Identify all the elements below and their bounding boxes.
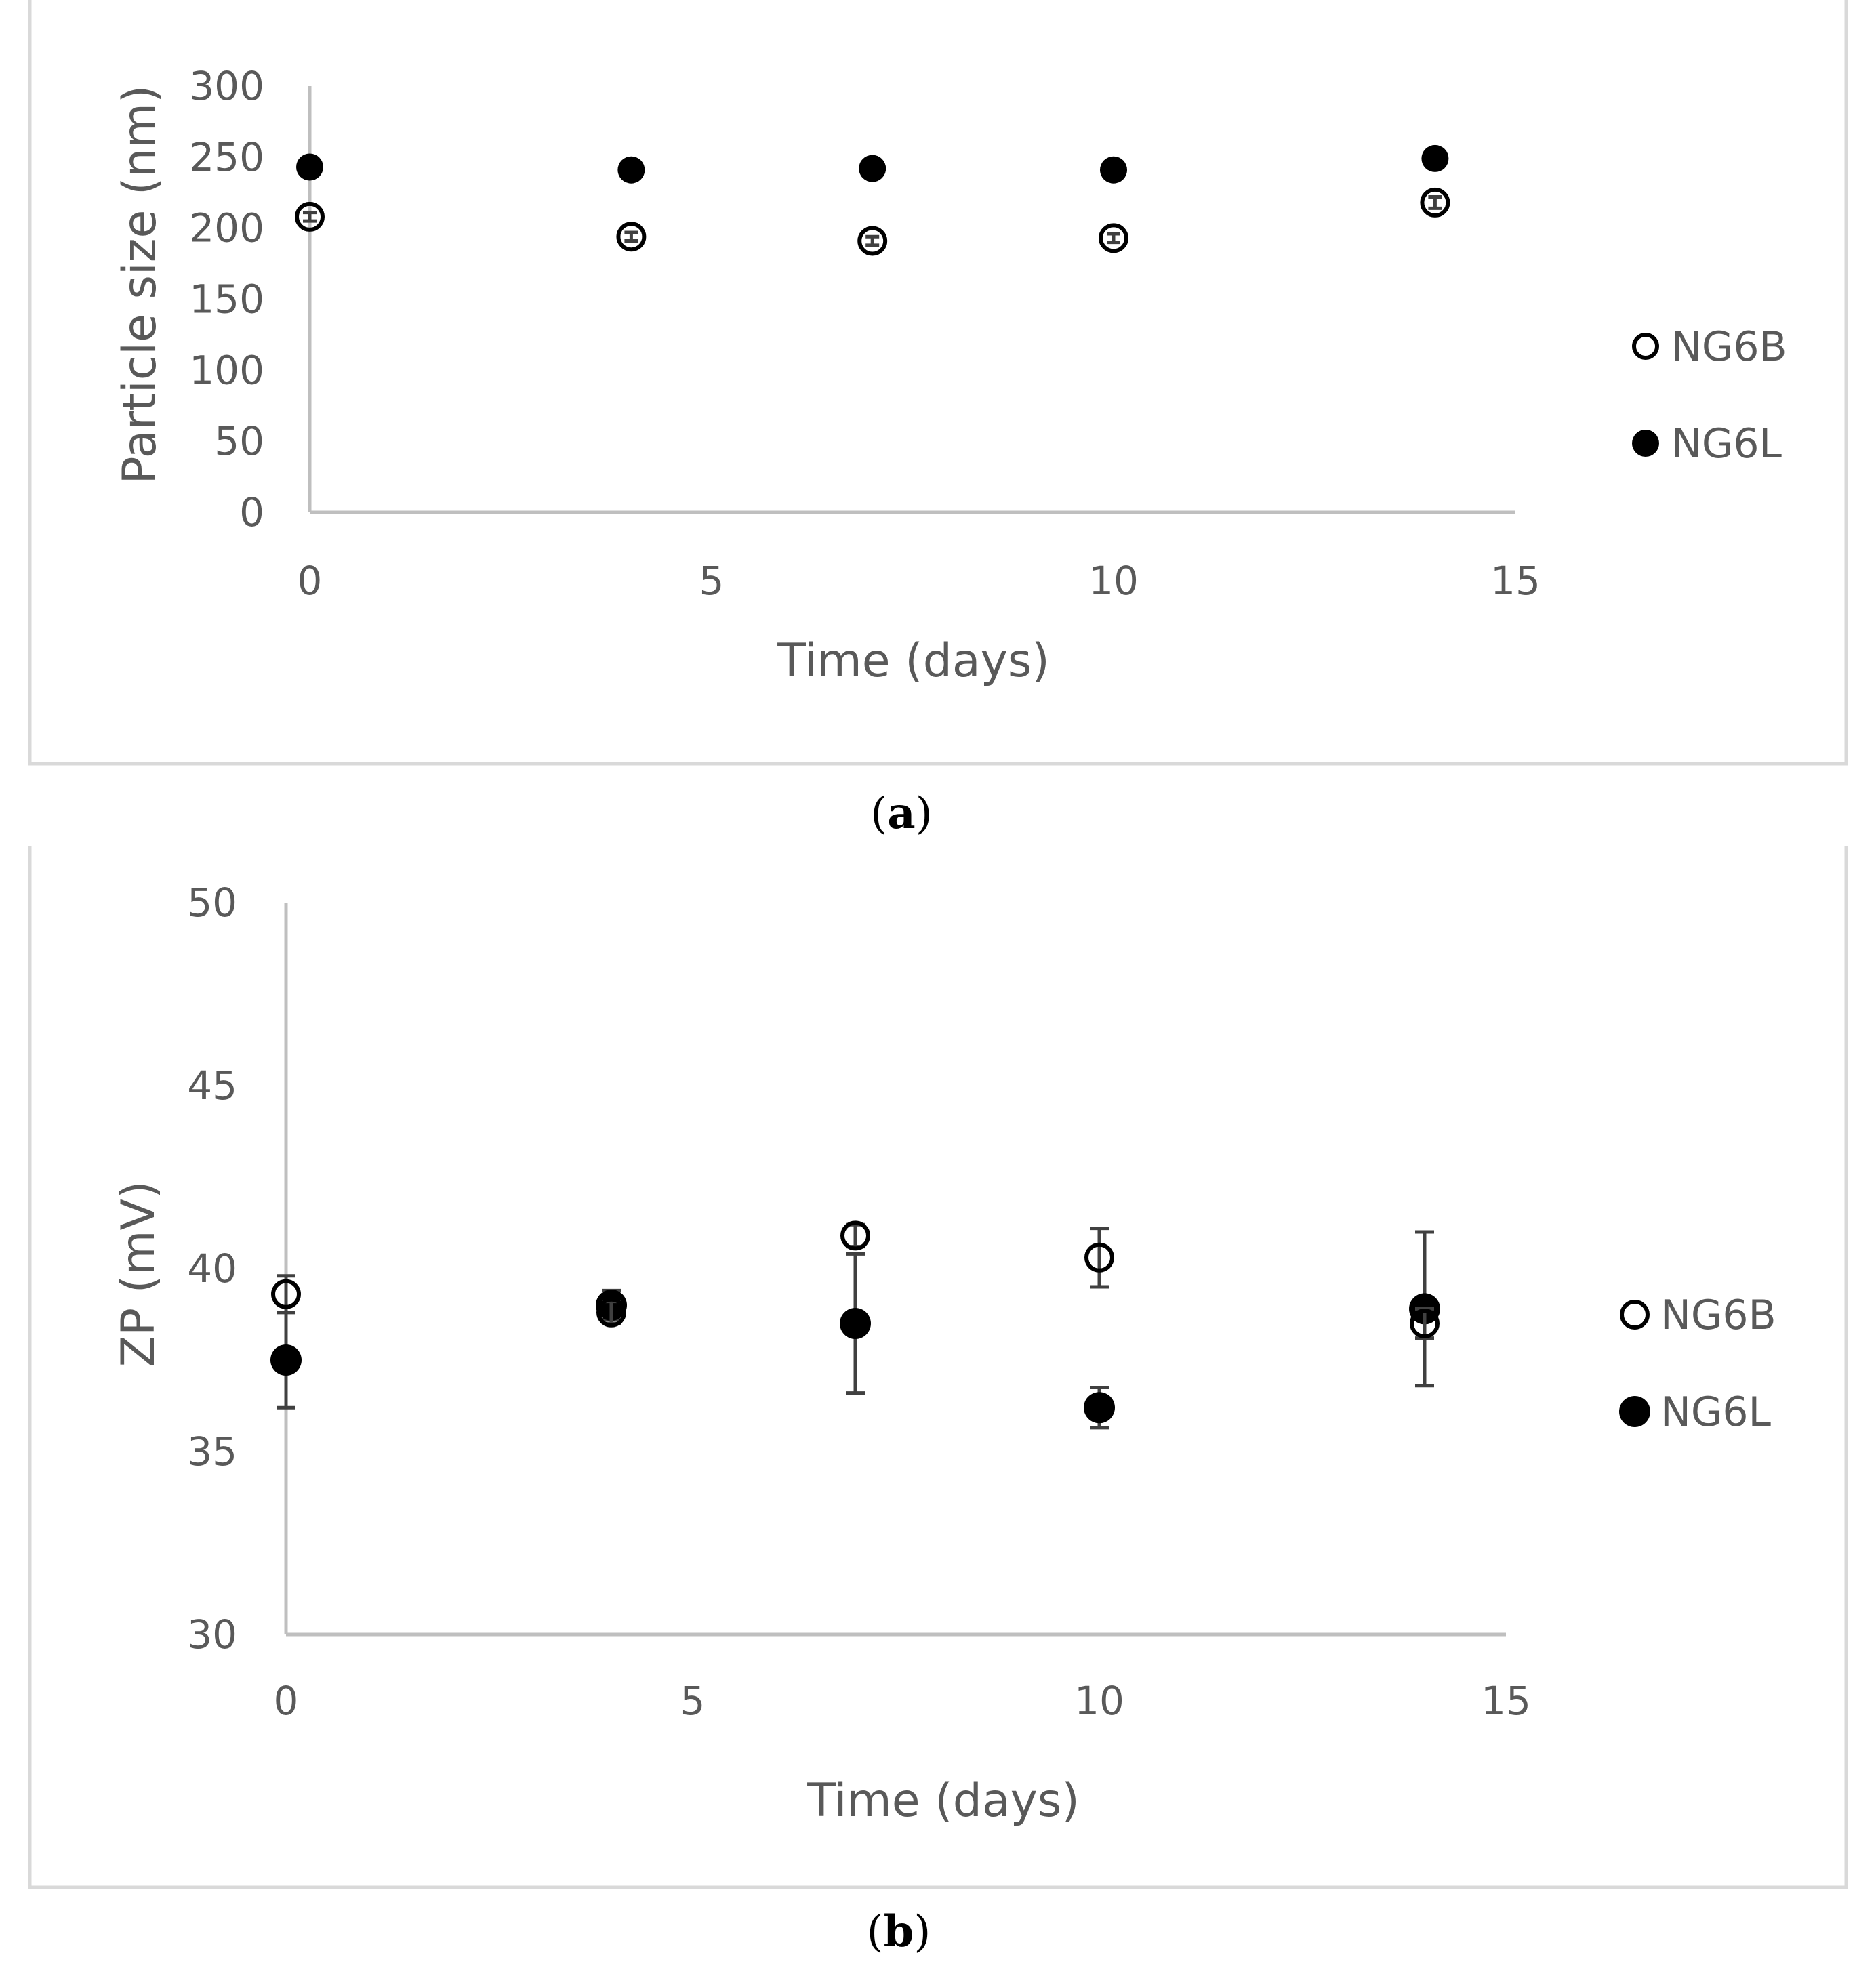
y-tick-labels-a: 0 50 100 150 200 250 300 [189, 63, 264, 535]
legend-marker-ng6l-a [1632, 430, 1659, 457]
data-point-ng6b [840, 1220, 870, 1251]
data-point-ng6b [1099, 223, 1128, 253]
data-point-ng6b [1084, 1242, 1114, 1273]
data-point-ng6b [295, 201, 325, 232]
error-bar-ng6b [1107, 232, 1120, 245]
y-axis-title-a: Particle size (nm) [113, 85, 167, 485]
x-tick-labels-b: 0 5 10 15 [274, 1678, 1531, 1724]
data-point-ng6l [1084, 1392, 1115, 1424]
y-tick-label: 50 [187, 880, 237, 926]
x-tick-label: 15 [1490, 558, 1541, 604]
data-point-ng6l [1421, 144, 1449, 172]
y-tick-label: 30 [187, 1611, 237, 1658]
y-tick-label: 50 [214, 418, 264, 464]
chart-panel-a: 0 50 100 150 200 250 300 0 5 10 15 Time (days) Pa… [28, 0, 1848, 766]
error-bar-ng6b [1428, 195, 1442, 210]
chart-frame-b [28, 846, 1848, 1889]
y-tick-label: 250 [189, 134, 264, 180]
legend-label-ng6l-a: NG6L [1671, 420, 1782, 468]
legend-b: NG6B NG6L [1619, 1292, 1776, 1436]
legend-a: NG6B NG6L [1632, 323, 1787, 468]
x-tick-label: 10 [1088, 558, 1139, 604]
x-tick-labels-a: 0 5 10 15 [298, 558, 1541, 604]
data-point-ng6b [857, 226, 888, 256]
error-bar-ng6b [846, 1222, 865, 1249]
legend-label-ng6l-b: NG6L [1660, 1389, 1772, 1436]
chart-panel-b: 30 35 40 45 50 0 5 10 15 Time (days) ZP (mV) NG… [28, 846, 1848, 1889]
y-tick-label: 40 [187, 1246, 237, 1292]
data-point-ng6l [1100, 156, 1127, 184]
error-bar-ng6b [865, 234, 880, 247]
x-tick-label: 10 [1074, 1678, 1124, 1724]
y-axis-title-b: ZP (mV) [112, 1180, 165, 1367]
y-tick-label: 45 [187, 1063, 237, 1109]
error-bar-ng6b [1090, 1227, 1109, 1289]
y-tick-label: 200 [189, 205, 264, 251]
x-tick-label: 5 [680, 1678, 706, 1724]
data-point-ng6l [859, 155, 886, 182]
y-tick-label: 100 [189, 347, 264, 393]
data-point-ng6l [617, 156, 645, 184]
chart-frame-a [28, 0, 1848, 766]
data-points-a [295, 144, 1450, 256]
error-bar-ng6b [303, 211, 317, 223]
legend-label-ng6b-b: NG6B [1660, 1292, 1776, 1339]
x-axis-title-a: Time (days) [777, 634, 1050, 688]
y-tick-label: 0 [239, 489, 264, 535]
data-point-ng6l [270, 1344, 302, 1376]
data-point-ng6l [296, 153, 323, 181]
x-tick-label: 15 [1481, 1678, 1531, 1724]
data-point-ng6l [840, 1308, 871, 1339]
legend-marker-ng6b-b [1620, 1300, 1650, 1330]
data-point-ng6b [616, 222, 647, 252]
y-tick-label: 300 [189, 63, 264, 109]
data-points-b [270, 1220, 1440, 1430]
data-point-ng6b [1420, 187, 1450, 218]
x-tick-label: 0 [298, 558, 323, 604]
error-bar-ng6b [624, 230, 638, 243]
caption-a: (a) [870, 788, 932, 839]
y-tick-label: 35 [187, 1428, 237, 1475]
y-tick-labels-b: 30 35 40 45 50 [187, 880, 237, 1658]
data-point-ng6b [596, 1297, 626, 1328]
x-tick-label: 0 [274, 1678, 299, 1724]
caption-b: (b) [867, 1906, 931, 1957]
legend-marker-ng6b-a [1632, 333, 1659, 360]
data-point-ng6b [271, 1279, 301, 1309]
data-point-ng6b [1410, 1309, 1440, 1338]
y-tick-label: 150 [189, 276, 264, 323]
x-axis-title-b: Time (days) [807, 1774, 1080, 1828]
x-tick-label: 5 [699, 558, 725, 604]
legend-label-ng6b-a: NG6B [1671, 323, 1787, 371]
legend-marker-ng6l-b [1619, 1396, 1650, 1427]
